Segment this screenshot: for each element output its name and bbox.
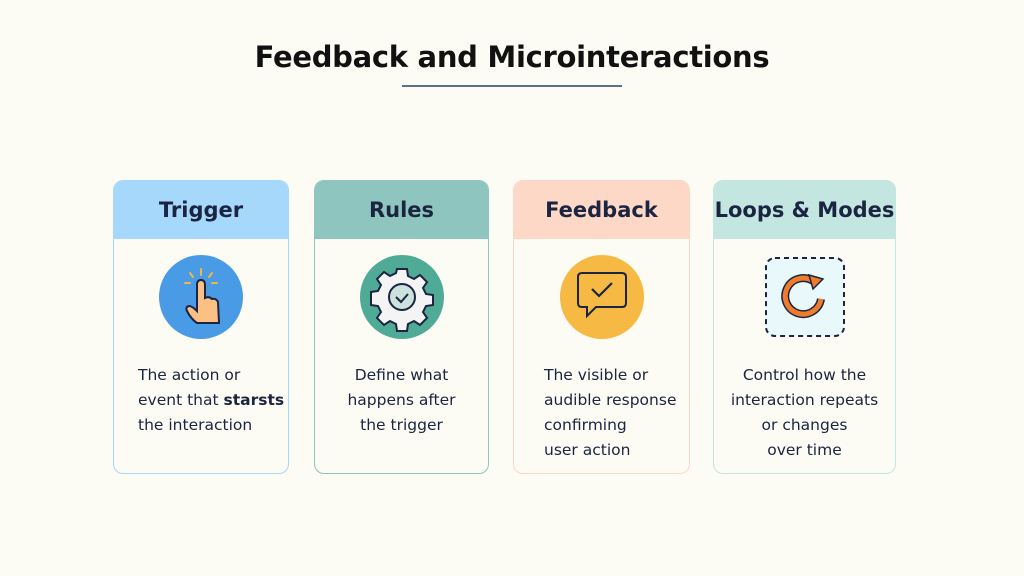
card-rules: Rules Define what happens after the trig…: [314, 180, 489, 474]
card-line: The visible or: [544, 366, 649, 384]
card-line: event that: [138, 391, 224, 409]
title-underline: [402, 85, 622, 87]
card-loops-modes: Loops & Modes Control how the interactio…: [713, 180, 896, 474]
tap-hand-icon: [159, 255, 243, 339]
card-line: Define what: [354, 366, 449, 384]
card-heading: Loops & Modes: [714, 181, 895, 239]
loop-arrow-icon: [764, 257, 845, 337]
card-heading: Feedback: [514, 181, 689, 239]
card-line: Control how the: [742, 366, 867, 384]
card-line: audible response: [544, 391, 677, 409]
chat-check-icon: [559, 255, 644, 339]
card-bold-word: starsts: [223, 391, 285, 409]
card-heading: Trigger: [114, 181, 288, 239]
card-line: interaction repeats: [730, 391, 879, 409]
card-line: the interaction: [138, 416, 253, 434]
gear-check-icon: [359, 255, 444, 339]
card-trigger: Trigger The action or event that starsts…: [113, 180, 289, 474]
card-line: happens after: [347, 391, 456, 409]
card-feedback: Feedback The visible or audible response…: [513, 180, 690, 474]
card-line: or changes: [761, 416, 848, 434]
card-heading: Rules: [315, 181, 488, 239]
card-line: over time: [767, 441, 842, 459]
card-line: user action: [544, 441, 631, 459]
card-line: confirming: [544, 416, 627, 434]
card-line: The action or: [138, 366, 241, 384]
card-line: the trigger: [360, 416, 443, 434]
page-title: Feedback and Microinteractions: [254, 40, 770, 74]
